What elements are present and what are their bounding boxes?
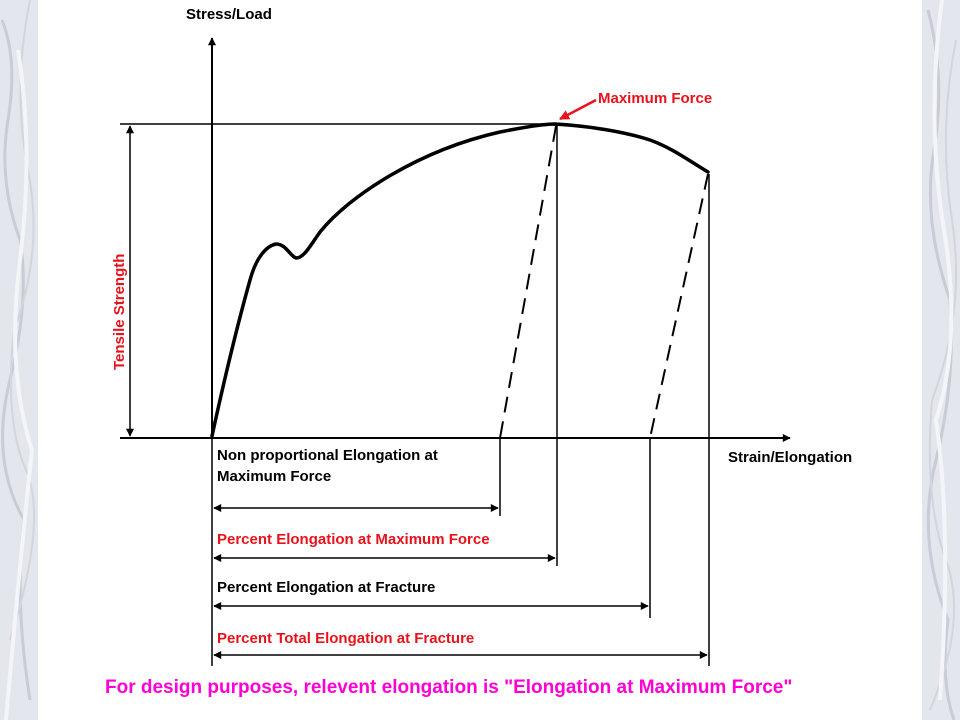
tensile-strength-label: Tensile Strength <box>111 254 128 370</box>
elongation-max-force-label: Percent Elongation at Maximum Force <box>217 531 490 548</box>
marble-border-left <box>0 0 38 720</box>
marble-border-right <box>922 0 960 720</box>
stress-strain-curve <box>210 122 710 438</box>
unloading-line-fracture <box>649 173 709 439</box>
design-note: For design purposes, relevent elongation… <box>105 677 792 698</box>
x-axis-label: Strain/Elongation <box>728 449 852 466</box>
y-axis-label: Stress/Load <box>186 6 272 23</box>
nonprop-elongation-label-line2: Maximum Force <box>217 468 331 485</box>
nonprop-elongation-label-line1: Non proportional Elongation at <box>217 447 438 464</box>
unloading-line-max-force <box>499 125 557 439</box>
maximum-force-label: Maximum Force <box>598 90 712 107</box>
total-elongation-fracture-label: Percent Total Elongation at Fracture <box>217 630 474 647</box>
elongation-fracture-label: Percent Elongation at Fracture <box>217 579 435 596</box>
maximum-force-pointer <box>559 98 597 121</box>
